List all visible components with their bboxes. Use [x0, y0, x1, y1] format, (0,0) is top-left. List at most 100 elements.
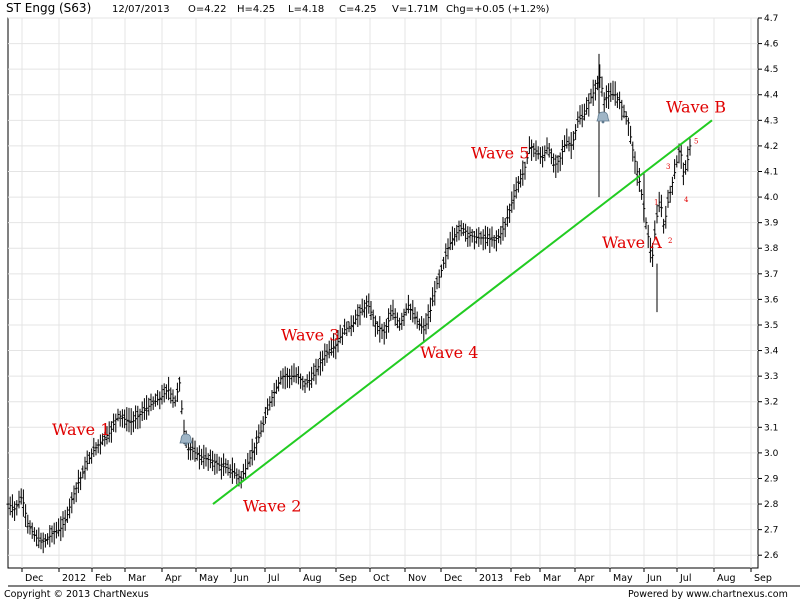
price-bar: [153, 393, 157, 407]
price-bar: [248, 450, 252, 467]
price-bar: [35, 529, 39, 547]
price-bar: [468, 226, 472, 247]
price-bar: [521, 160, 525, 186]
price-bar: [307, 371, 311, 391]
price-bar: [684, 160, 688, 175]
price-bar: [406, 294, 410, 314]
price-bar: [508, 203, 512, 224]
price-bar: [567, 136, 571, 152]
price-bar: [257, 424, 261, 443]
price-bar: [541, 146, 545, 168]
wave-label: Wave 4: [420, 343, 478, 362]
price-bar: [659, 194, 663, 218]
wave-label: Wave 3: [281, 325, 339, 344]
price-bar: [431, 287, 435, 307]
price-bar: [310, 366, 314, 388]
x-tick-label: Aug: [717, 573, 736, 584]
price-bar: [208, 449, 212, 469]
price-bar: [631, 141, 635, 162]
price-bar: [345, 321, 349, 337]
y-tick-label: 4.2: [764, 142, 778, 152]
price-bar: [499, 225, 503, 245]
price-bar: [578, 105, 582, 125]
price-bar: [554, 154, 558, 178]
price-bar: [543, 145, 547, 162]
price-bar: [527, 136, 531, 154]
y-tick-label: 3.4: [764, 347, 779, 357]
price-bar: [459, 220, 463, 237]
y-tick-label: 2.7: [764, 526, 778, 536]
price-bar: [19, 488, 23, 505]
price-bar: [512, 184, 516, 210]
price-bar: [637, 167, 641, 192]
wave-label: Wave 1: [52, 420, 110, 439]
price-bar: [589, 88, 593, 104]
price-bar: [565, 128, 569, 149]
price-bar: [514, 177, 518, 199]
chart-title: ST Engg (S63): [6, 1, 91, 15]
y-tick-label: 2.8: [764, 500, 779, 510]
price-bar: [318, 351, 322, 376]
price-bar: [8, 496, 12, 516]
price-bar: [200, 448, 204, 466]
price-bar: [136, 405, 140, 430]
powered-by-text: Powered by www.chartnexus.com: [628, 589, 788, 600]
price-bar: [591, 79, 595, 106]
price-bar: [76, 469, 80, 494]
price-bar: [653, 220, 657, 241]
price-bar: [340, 327, 344, 345]
price-bar: [668, 185, 672, 203]
price-bar: [255, 430, 259, 455]
price-bar: [600, 76, 604, 97]
price-bar: [681, 162, 685, 186]
price-bar: [312, 363, 316, 382]
price-bar: [519, 169, 523, 188]
y-tick-label: 4.4: [764, 91, 779, 101]
price-bar: [389, 304, 393, 321]
price-bar: [21, 489, 25, 517]
price-bar: [158, 391, 162, 410]
price-bar: [640, 189, 644, 200]
price-bar: [68, 498, 72, 519]
price-bar: [613, 81, 617, 106]
price-bar: [483, 225, 487, 250]
price-bar: [574, 124, 578, 140]
price-bar: [305, 374, 309, 388]
price-bar: [450, 226, 454, 250]
price-bar: [266, 398, 270, 416]
price-bar: [351, 315, 355, 333]
y-tick-label: 4.7: [764, 14, 778, 24]
price-bar: [373, 315, 377, 337]
price-bar: [101, 433, 105, 446]
price-bar: [202, 444, 206, 469]
price-bar: [162, 383, 166, 403]
price-bar: [206, 453, 210, 471]
x-tick-label: Dec: [444, 573, 462, 584]
price-bar: [211, 450, 215, 472]
y-tick-label: 4.3: [764, 116, 778, 126]
price-bar: [673, 159, 677, 180]
x-tick-label: Sep: [754, 573, 772, 584]
price-bar: [118, 410, 122, 427]
price-bar: [90, 448, 94, 464]
x-tick-label: 2012: [62, 573, 86, 584]
price-bar: [657, 191, 661, 213]
price-bar: [48, 525, 52, 548]
low-label: L=4.18: [288, 4, 324, 15]
price-bar: [195, 447, 199, 461]
price-bar: [505, 205, 509, 227]
y-tick-label: 4.5: [764, 65, 778, 75]
price-bar: [380, 323, 384, 339]
price-bar: [402, 308, 406, 327]
wave-label: Wave B: [666, 98, 726, 117]
price-bar: [323, 343, 327, 366]
price-bar: [626, 117, 630, 136]
wave-label: Wave 2: [243, 497, 301, 516]
price-bar: [666, 189, 670, 208]
price-bar: [103, 431, 107, 447]
y-tick-label: 3.2: [764, 398, 778, 408]
price-bar: [580, 104, 584, 128]
price-bar: [646, 224, 650, 249]
sub-wave-label: 4: [684, 196, 689, 204]
